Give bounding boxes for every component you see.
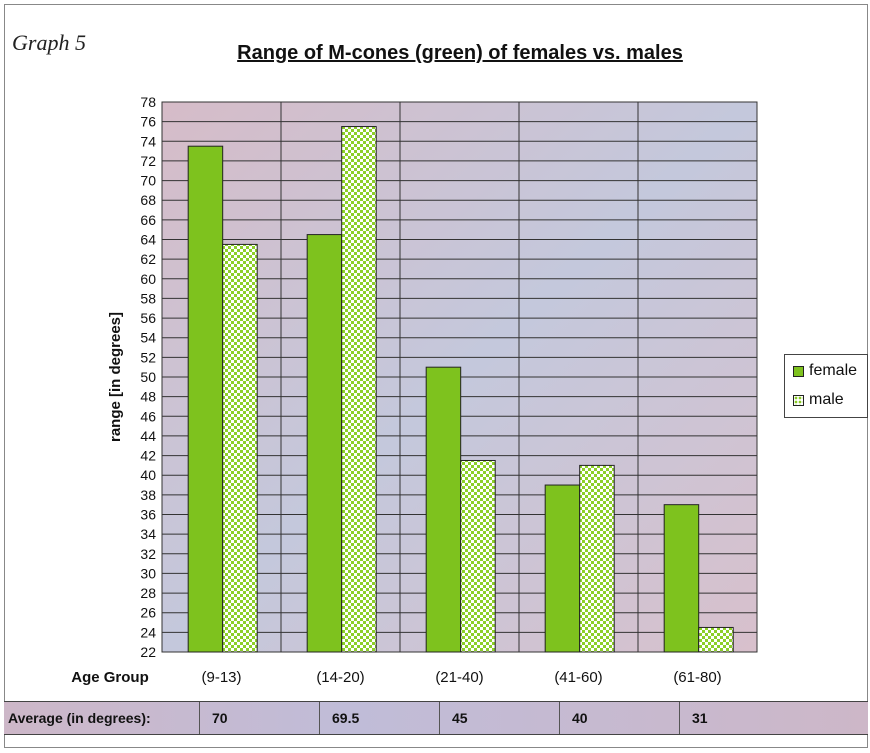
y-tick-label: 32 <box>140 546 156 562</box>
y-tick-label: 52 <box>140 349 156 365</box>
bar-male <box>698 626 734 653</box>
chart-title: Range of M-cones (green) of females vs. … <box>237 42 683 64</box>
graph-label: Graph 5 <box>12 30 86 55</box>
y-tick-label: 50 <box>140 369 156 385</box>
y-tick-label: 60 <box>140 271 156 287</box>
average-value: 70 <box>200 702 320 734</box>
y-tick-label: 30 <box>140 565 156 581</box>
legend-label-female: female <box>809 362 858 379</box>
average-row: Average (in degrees): 70 69.5 45 40 31 <box>4 701 868 735</box>
bar-male <box>222 243 258 653</box>
y-tick-label: 36 <box>140 507 156 523</box>
y-tick-label: 68 <box>140 192 156 208</box>
y-tick-label: 70 <box>140 173 156 189</box>
average-value: 40 <box>560 702 680 734</box>
y-tick-label: 66 <box>140 212 156 228</box>
legend-item-male: male <box>793 391 844 409</box>
bar-female <box>425 366 462 653</box>
y-tick-label: 46 <box>140 408 156 424</box>
y-tick-label: 22 <box>140 644 156 660</box>
y-tick-label: 72 <box>140 153 156 169</box>
x-tick-label: (21-40) <box>435 669 483 686</box>
bar-male <box>460 459 496 653</box>
y-tick-label: 42 <box>140 448 156 464</box>
y-tick-label: 40 <box>140 467 156 483</box>
y-tick-label: 26 <box>140 605 156 621</box>
average-label: Average (in degrees): <box>4 702 200 734</box>
x-tick-label: (61-80) <box>673 669 721 686</box>
legend-swatch-female <box>793 365 804 377</box>
average-value: 31 <box>692 710 708 726</box>
y-axis-title: range [in degrees] <box>107 312 124 442</box>
legend-label-male: male <box>809 391 844 408</box>
bar-male <box>341 126 377 653</box>
x-tick-label: (9-13) <box>201 669 241 686</box>
y-tick-label: 54 <box>140 330 156 346</box>
y-tick-label: 38 <box>140 487 156 503</box>
y-tick-label: 58 <box>140 290 156 306</box>
x-tick-label: (14-20) <box>316 669 364 686</box>
y-tick-label: 78 <box>140 94 156 110</box>
x-axis-title: Age Group <box>71 669 149 686</box>
y-tick-label: 44 <box>140 428 156 444</box>
bar-female <box>544 484 581 653</box>
bar-female <box>187 145 224 653</box>
bar-chart: 22 24 26 28 30 32 34 36 38 40 42 44 46 48 50 52 54 56 58 60… <box>71 94 758 686</box>
x-tick-label: (41-60) <box>554 669 602 686</box>
legend-item-female: female <box>793 362 857 380</box>
legend: female male <box>784 354 868 418</box>
y-tick-label: 56 <box>140 310 156 326</box>
y-tick-label: 76 <box>140 114 156 130</box>
y-tick-label: 74 <box>140 133 156 149</box>
y-tick-label: 34 <box>140 526 156 542</box>
y-tick-label: 24 <box>140 624 156 640</box>
y-tick-label: 64 <box>140 232 156 248</box>
average-value: 69.5 <box>320 702 440 734</box>
y-tick-label: 48 <box>140 389 156 405</box>
bar-male <box>579 464 615 653</box>
y-tick-label: 28 <box>140 585 156 601</box>
y-tick-label: 62 <box>140 251 156 267</box>
legend-swatch-male <box>793 394 804 406</box>
bar-female <box>306 234 343 653</box>
bar-female <box>663 504 700 653</box>
average-value: 45 <box>440 702 560 734</box>
